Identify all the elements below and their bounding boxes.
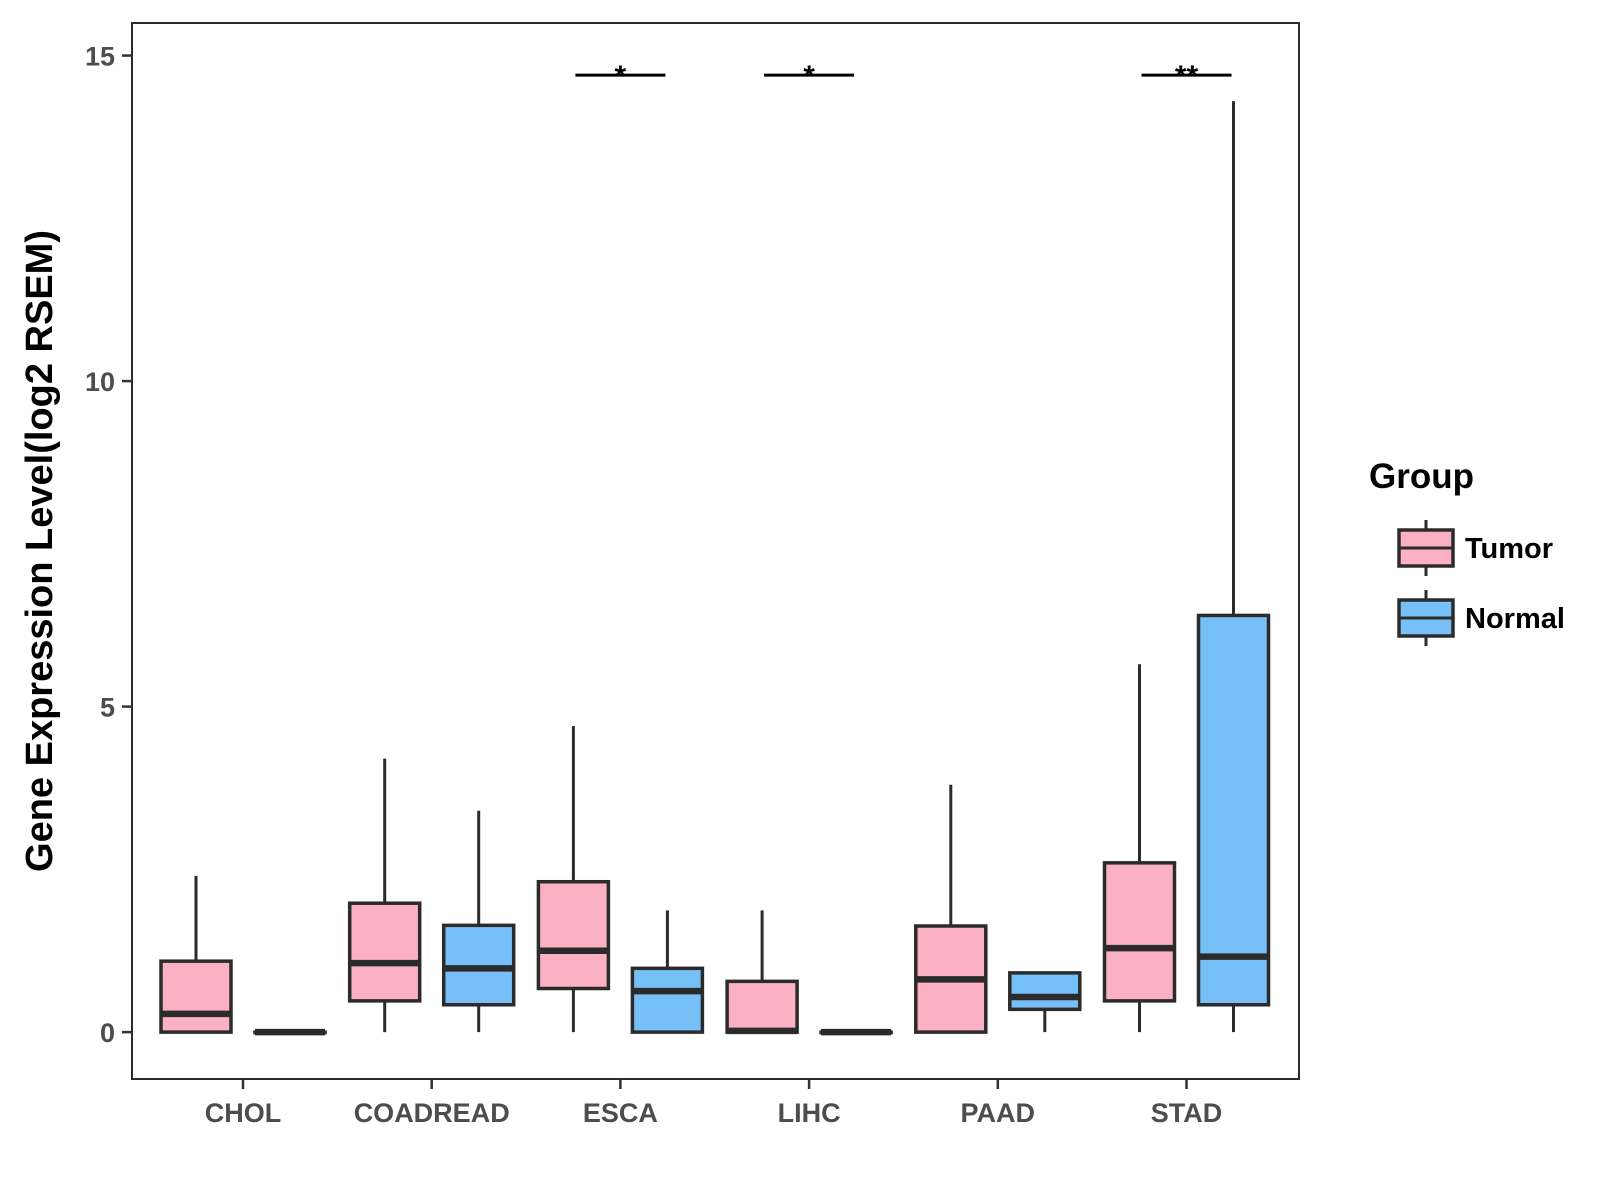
x-tick-label: COADREAD: [354, 1098, 510, 1128]
legend-label: Normal: [1465, 603, 1565, 635]
plot-area: * * **: [159, 60, 1271, 1036]
box-normal-chol: [253, 1028, 327, 1036]
y-tick-label: 15: [85, 42, 115, 72]
box-tumor-chol: [159, 875, 233, 1034]
legend-label: Tumor: [1465, 533, 1553, 565]
box-tumor-coadread: [347, 758, 422, 1033]
legend-entry-tumor: Tumor: [1397, 520, 1553, 576]
box-normal-esca: [630, 910, 705, 1034]
box-body: [347, 901, 422, 1003]
box-body: [725, 979, 799, 1034]
significance-label: **: [1175, 60, 1199, 93]
box-normal-lihc: [819, 1028, 893, 1036]
box-tumor-esca: [536, 726, 611, 1033]
x-tick-label: CHOL: [205, 1098, 282, 1128]
box-body: [536, 879, 611, 991]
x-tick-label: PAAD: [961, 1098, 1036, 1128]
box-body: [441, 923, 516, 1007]
box-body: [1008, 971, 1082, 1012]
significance-label: *: [615, 60, 627, 93]
significance-label: *: [803, 60, 815, 93]
box-normal-coadread: [441, 810, 516, 1033]
legend: Group Tumor Normal: [1369, 457, 1565, 646]
axes: 0 5 10 15 CHOL COADREAD ESCA LIHC PAAD STAD: [85, 22, 1300, 1128]
y-axis-title: Gene Expression Level(log2 RSEM): [19, 230, 61, 872]
y-tick-label: 0: [100, 1018, 115, 1048]
plot-panel-border: [131, 22, 1300, 1080]
box-body: [1102, 861, 1177, 1003]
box-body: [630, 966, 705, 1034]
box-body: [1196, 613, 1271, 1007]
box-normal-paad: [1008, 971, 1082, 1033]
box-normal-stad: [1196, 101, 1271, 1033]
box-tumor-paad: [914, 784, 988, 1034]
x-tick-label: ESCA: [583, 1098, 658, 1128]
legend-title: Group: [1369, 457, 1474, 496]
box-body: [159, 959, 233, 1034]
x-tick-label: LIHC: [778, 1098, 841, 1128]
y-tick-label: 10: [85, 367, 115, 397]
x-tick-label: STAD: [1151, 1098, 1223, 1128]
y-tick-label: 5: [100, 693, 115, 723]
box-tumor-stad: [1102, 664, 1177, 1033]
legend-entry-normal: Normal: [1397, 590, 1565, 646]
box-tumor-lihc: [725, 910, 799, 1035]
